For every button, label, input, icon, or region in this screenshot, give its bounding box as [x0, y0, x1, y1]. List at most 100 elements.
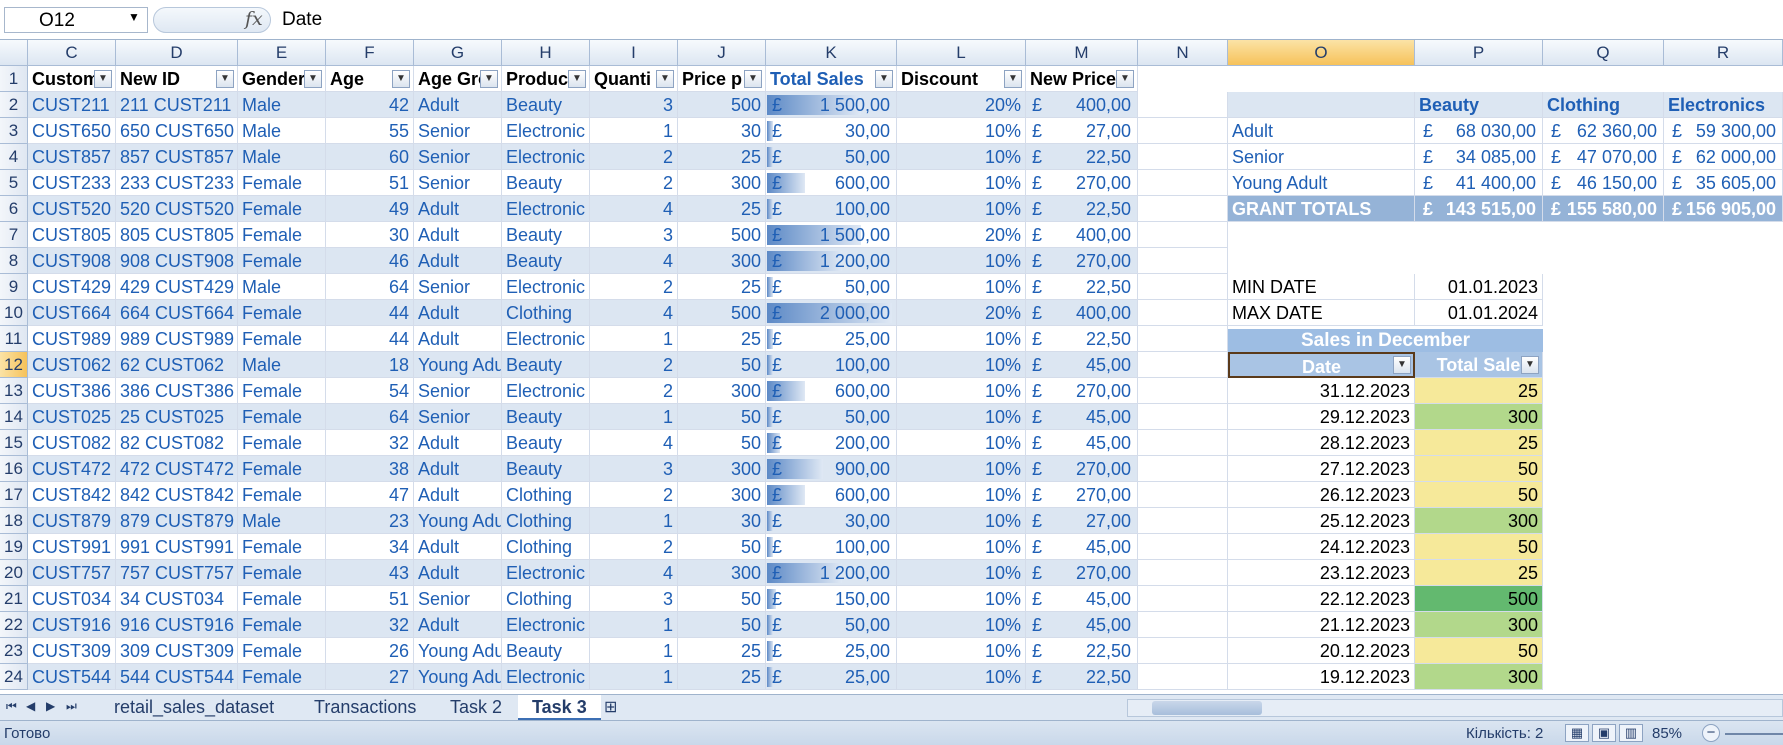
- pivot-value-cell[interactable]: £35 605,00: [1664, 170, 1783, 196]
- quantity-cell[interactable]: 2: [590, 274, 678, 300]
- age-group-cell[interactable]: Senior: [414, 118, 502, 144]
- filter-dropdown-icon[interactable]: ▼: [568, 70, 586, 88]
- pivot-value-cell[interactable]: £62 000,00: [1664, 144, 1783, 170]
- gender-cell[interactable]: Female: [238, 560, 326, 586]
- product-cell[interactable]: Beauty: [502, 456, 590, 482]
- total-sales-cell[interactable]: £100,00: [766, 534, 897, 560]
- new-id-cell[interactable]: 25 CUST025: [116, 404, 238, 430]
- age-cell[interactable]: 51: [326, 170, 414, 196]
- customer-id-cell[interactable]: CUST386: [28, 378, 116, 404]
- pivot-value-cell[interactable]: £68 030,00: [1415, 118, 1543, 144]
- row-header[interactable]: 24: [0, 664, 28, 690]
- formula-expand-control[interactable]: [153, 7, 271, 33]
- product-cell[interactable]: Beauty: [502, 248, 590, 274]
- gender-cell[interactable]: Male: [238, 118, 326, 144]
- discount-cell[interactable]: 20%: [897, 222, 1026, 248]
- new-price-cell[interactable]: £270,00: [1026, 248, 1138, 274]
- quantity-cell[interactable]: 1: [590, 508, 678, 534]
- quantity-cell[interactable]: 3: [590, 92, 678, 118]
- discount-cell[interactable]: 10%: [897, 170, 1026, 196]
- price-cell[interactable]: 500: [678, 222, 766, 248]
- customer-id-cell[interactable]: CUST233: [28, 170, 116, 196]
- product-cell[interactable]: Electronic: [502, 378, 590, 404]
- product-cell[interactable]: Electronic: [502, 612, 590, 638]
- age-group-cell[interactable]: Adult: [414, 534, 502, 560]
- customer-id-cell[interactable]: CUST908: [28, 248, 116, 274]
- quantity-cell[interactable]: 2: [590, 534, 678, 560]
- empty-cell[interactable]: [1138, 534, 1228, 560]
- total-sales-cell[interactable]: £25,00: [766, 664, 897, 690]
- product-cell[interactable]: Clothing: [502, 300, 590, 326]
- gender-cell[interactable]: Female: [238, 378, 326, 404]
- december-date-cell[interactable]: 28.12.2023: [1228, 430, 1415, 456]
- empty-cell[interactable]: [1138, 638, 1228, 664]
- total-sales-cell[interactable]: £50,00: [766, 612, 897, 638]
- customer-id-cell[interactable]: CUST664: [28, 300, 116, 326]
- age-cell[interactable]: 38: [326, 456, 414, 482]
- discount-cell[interactable]: 10%: [897, 144, 1026, 170]
- row-header[interactable]: 9: [0, 274, 28, 300]
- customer-id-cell[interactable]: CUST472: [28, 456, 116, 482]
- new-id-cell[interactable]: 82 CUST082: [116, 430, 238, 456]
- customer-id-cell[interactable]: CUST211: [28, 92, 116, 118]
- total-sales-cell[interactable]: £25,00: [766, 326, 897, 352]
- name-box[interactable]: O12: [4, 7, 148, 33]
- column-header-f[interactable]: F: [326, 40, 414, 66]
- gender-cell[interactable]: Male: [238, 352, 326, 378]
- filter-dropdown-icon[interactable]: ▼: [216, 70, 234, 88]
- december-date-cell[interactable]: 20.12.2023: [1228, 638, 1415, 664]
- row-header[interactable]: 19: [0, 534, 28, 560]
- december-sale-cell[interactable]: 300: [1415, 612, 1543, 638]
- worksheet-grid[interactable]: C D E F G H I J K L M N O P Q R 1 Custom ▼ New ID ▼ Gender ▼ Ag…: [0, 40, 1783, 694]
- column-header-e[interactable]: E: [238, 40, 326, 66]
- price-cell[interactable]: 300: [678, 482, 766, 508]
- column-header-l[interactable]: L: [897, 40, 1026, 66]
- new-price-cell[interactable]: £45,00: [1026, 612, 1138, 638]
- empty-cell[interactable]: [1138, 196, 1228, 222]
- age-cell[interactable]: 27: [326, 664, 414, 690]
- total-sales-cell[interactable]: £150,00: [766, 586, 897, 612]
- empty-cell[interactable]: [1138, 586, 1228, 612]
- empty-cell[interactable]: [1138, 300, 1228, 326]
- price-cell[interactable]: 30: [678, 118, 766, 144]
- age-group-cell[interactable]: Senior: [414, 170, 502, 196]
- december-date-cell[interactable]: 25.12.2023: [1228, 508, 1415, 534]
- sheet-tab-3[interactable]: Task 2: [450, 697, 503, 717]
- filter-dropdown-icon[interactable]: ▼: [304, 70, 322, 88]
- price-cell[interactable]: 50: [678, 404, 766, 430]
- discount-cell[interactable]: 20%: [897, 92, 1026, 118]
- age-cell[interactable]: 55: [326, 118, 414, 144]
- filter-dropdown-icon[interactable]: ▼: [1521, 356, 1539, 374]
- price-cell[interactable]: 50: [678, 534, 766, 560]
- new-price-cell[interactable]: £22,50: [1026, 274, 1138, 300]
- total-sales-cell[interactable]: £600,00: [766, 378, 897, 404]
- column-header-p[interactable]: P: [1415, 40, 1543, 66]
- product-cell[interactable]: Beauty: [502, 92, 590, 118]
- row-header[interactable]: 10: [0, 300, 28, 326]
- column-header-q[interactable]: Q: [1543, 40, 1664, 66]
- empty-cell[interactable]: [1138, 274, 1228, 300]
- gender-cell[interactable]: Female: [238, 612, 326, 638]
- new-price-cell[interactable]: £270,00: [1026, 170, 1138, 196]
- discount-cell[interactable]: 10%: [897, 378, 1026, 404]
- age-group-cell[interactable]: Young Adu: [414, 638, 502, 664]
- zoom-level[interactable]: 85%: [1652, 725, 1683, 742]
- quantity-cell[interactable]: 1: [590, 612, 678, 638]
- december-date-cell[interactable]: 31.12.2023: [1228, 378, 1415, 404]
- discount-cell[interactable]: 10%: [897, 274, 1026, 300]
- filter-dropdown-icon[interactable]: ▼: [94, 70, 112, 88]
- price-cell[interactable]: 300: [678, 456, 766, 482]
- row-header[interactable]: 14: [0, 404, 28, 430]
- select-all-corner[interactable]: [0, 40, 28, 66]
- product-cell[interactable]: Beauty: [502, 222, 590, 248]
- new-price-cell[interactable]: £22,50: [1026, 144, 1138, 170]
- insert-sheet-icon[interactable]: ⊞: [604, 699, 618, 716]
- column-header-n[interactable]: N: [1138, 40, 1228, 66]
- price-cell[interactable]: 50: [678, 586, 766, 612]
- quantity-cell[interactable]: 2: [590, 378, 678, 404]
- new-id-cell[interactable]: 879 CUST879: [116, 508, 238, 534]
- pivot-row-label[interactable]: Young Adult: [1228, 170, 1415, 196]
- product-cell[interactable]: Electronic: [502, 560, 590, 586]
- customer-id-cell[interactable]: CUST544: [28, 664, 116, 690]
- age-cell[interactable]: 43: [326, 560, 414, 586]
